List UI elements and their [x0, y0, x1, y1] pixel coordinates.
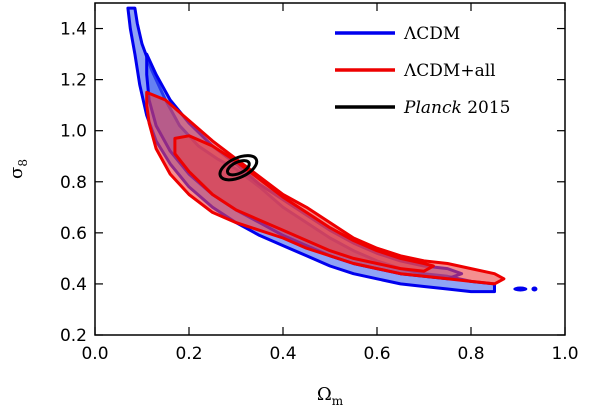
x-tick-label: 0.6	[363, 344, 390, 364]
contour-outer-1	[145, 90, 506, 286]
contour-inner-1	[173, 134, 435, 273]
y-tick-label: 1.0	[60, 122, 87, 142]
plot-frame	[94, 2, 566, 336]
planck-contour-outer	[218, 154, 259, 182]
x-tick-label: 0.8	[457, 344, 484, 364]
x-tick-label: 0.4	[269, 344, 296, 364]
x-tick-label: 0.0	[81, 344, 108, 364]
x-axis-label: Ωm	[317, 384, 344, 408]
y-tick-label: 0.8	[60, 173, 87, 193]
y-tick-label: 1.2	[60, 71, 87, 91]
y-tick-label: 0.4	[60, 275, 87, 295]
x-tick-label: 0.2	[175, 344, 202, 364]
legend-label: ΛCDM	[403, 24, 460, 44]
legend: ΛCDM ΛCDM+all Planck 2015	[335, 24, 510, 118]
y-tick-label: 1.4	[60, 20, 87, 40]
x-tick-label: 1.0	[551, 344, 578, 364]
y-tick-label: 0.2	[60, 326, 87, 346]
axes: 0.0 0.2 0.4 0.6 0.8 1.00.20.40.60.81.01.21.4Ω…	[6, 2, 579, 408]
legend-label: ΛCDM+all	[403, 61, 496, 81]
plot-area	[126, 6, 538, 294]
contour-island-0-0	[513, 286, 528, 292]
legend-label: Planck 2015	[403, 98, 510, 118]
contour-island-0-1	[531, 286, 538, 292]
planck-contour-inner	[225, 159, 251, 177]
y-tick-label: 0.6	[60, 224, 87, 244]
y-axis-label: σ8	[6, 159, 30, 179]
